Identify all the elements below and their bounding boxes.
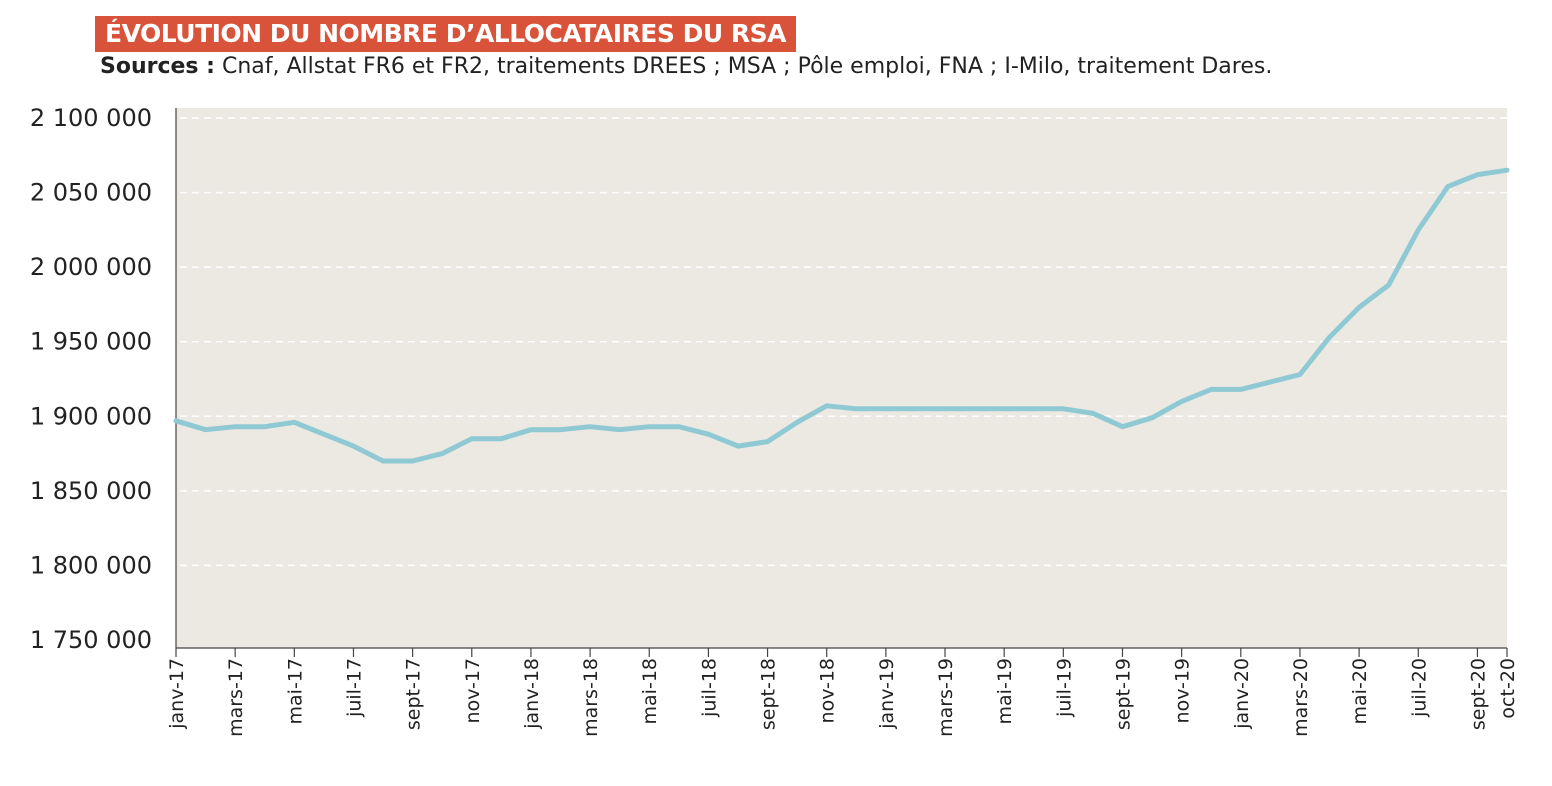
x-tick-label: janv-17 xyxy=(166,658,188,730)
y-tick-label: 2 000 000 xyxy=(30,253,152,281)
x-tick-label: nov-18 xyxy=(817,658,839,723)
x-tick-label: sept-18 xyxy=(758,658,780,730)
y-tick-label: 1 750 000 xyxy=(30,626,152,654)
y-tick-label: 1 850 000 xyxy=(30,477,152,505)
x-tick-label: mars-17 xyxy=(225,658,247,737)
x-tick-label: mars-19 xyxy=(935,658,957,737)
x-tick-label: oct-20 xyxy=(1497,658,1519,719)
x-tick-label: nov-17 xyxy=(462,658,484,723)
x-tick-label: mai-20 xyxy=(1349,658,1371,724)
chart-sources: Sources : Cnaf, Allstat FR6 et FR2, trai… xyxy=(100,54,1272,79)
y-tick-label: 1 950 000 xyxy=(30,328,152,356)
y-tick-label: 1 900 000 xyxy=(30,402,152,430)
x-tick-label: mars-18 xyxy=(580,658,602,737)
x-tick-label: sept-20 xyxy=(1467,658,1489,730)
x-tick-label: sept-19 xyxy=(1112,658,1134,730)
y-tick-label: 2 050 000 xyxy=(30,179,152,207)
x-tick-label: mai-19 xyxy=(994,658,1016,724)
series-line xyxy=(173,167,1510,464)
x-tick-label: janv-20 xyxy=(1231,658,1253,730)
y-tick-label: 1 800 000 xyxy=(30,551,152,579)
x-tick-label: janv-18 xyxy=(521,658,543,730)
sources-label: Sources : xyxy=(100,54,215,79)
x-tick-label: nov-19 xyxy=(1172,658,1194,723)
y-tick-label: 2 100 000 xyxy=(30,104,152,132)
chart-title: ÉVOLUTION DU NOMBRE D’ALLOCATAIRES DU RS… xyxy=(95,16,796,52)
x-tick-label: juil-19 xyxy=(1053,658,1075,718)
x-tick-label: juil-17 xyxy=(343,658,365,718)
x-tick-label: mai-17 xyxy=(284,658,306,724)
x-tick-label: sept-17 xyxy=(403,658,425,730)
x-tick-label: juil-20 xyxy=(1408,658,1430,718)
x-tick-label: janv-19 xyxy=(876,658,898,730)
sources-text: Cnaf, Allstat FR6 et FR2, traitements DR… xyxy=(221,54,1273,79)
x-tick-label: mars-20 xyxy=(1290,658,1312,737)
plot-background xyxy=(176,108,1507,648)
x-tick-label: mai-18 xyxy=(639,658,661,724)
x-tick-label: juil-18 xyxy=(698,658,720,718)
